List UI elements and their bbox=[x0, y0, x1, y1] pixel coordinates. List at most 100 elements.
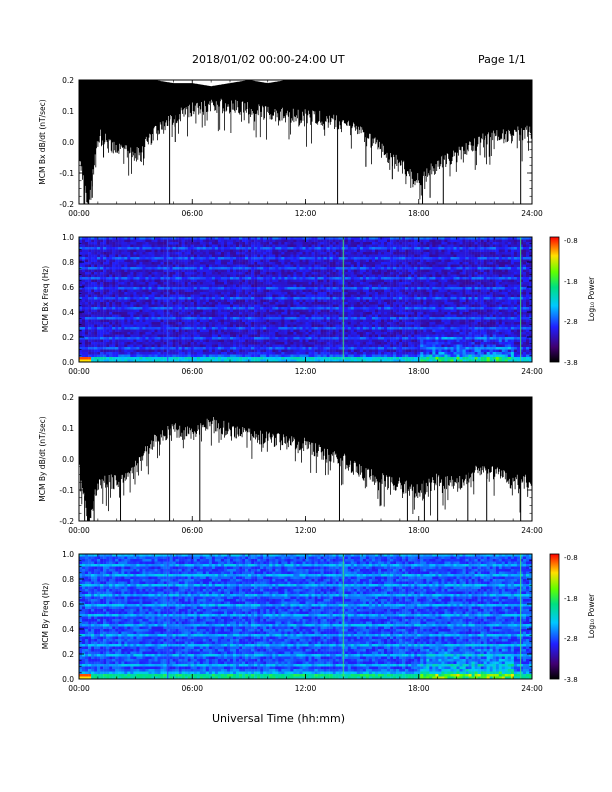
spectrogram-cell bbox=[314, 254, 318, 258]
spectrogram-cell bbox=[199, 324, 204, 328]
spectrogram-cell bbox=[317, 307, 321, 310]
spectrogram-cell bbox=[269, 277, 273, 280]
spectrogram-cell bbox=[278, 297, 282, 300]
spectrogram-cell bbox=[251, 279, 255, 283]
spectrogram-cell bbox=[353, 262, 358, 265]
spectrogram-cell bbox=[97, 249, 101, 253]
spectrogram-cell bbox=[115, 249, 119, 253]
spectrogram-cell bbox=[136, 244, 140, 248]
spectrogram-cell bbox=[127, 274, 131, 278]
spectrogram-cell bbox=[290, 244, 294, 248]
spectrogram-cell bbox=[236, 247, 240, 250]
spectrogram-cell bbox=[211, 244, 216, 248]
spectrogram-cell bbox=[275, 297, 279, 300]
spectrogram-cell bbox=[275, 312, 279, 315]
spectrogram-cell bbox=[275, 267, 279, 270]
spectrogram-cell bbox=[254, 287, 258, 290]
spectrogram-cell bbox=[163, 352, 167, 355]
spectrogram-cell bbox=[236, 309, 240, 313]
spectrogram-cell bbox=[359, 299, 364, 303]
spectrogram-cell bbox=[121, 294, 125, 298]
spectrogram-cell bbox=[220, 254, 225, 258]
spectrogram-cell bbox=[214, 352, 219, 355]
spectrogram-cell bbox=[145, 324, 149, 328]
spectrogram-cell bbox=[332, 297, 336, 300]
spectrogram-cell bbox=[263, 357, 267, 360]
spectrogram-cell bbox=[145, 254, 149, 258]
spectrogram-cell bbox=[136, 259, 140, 263]
spectrogram-cell bbox=[145, 354, 149, 358]
spectrogram-cell bbox=[257, 324, 261, 328]
spectrogram-cell bbox=[88, 267, 92, 270]
spectrogram-cell bbox=[290, 274, 294, 278]
spectrogram-cell bbox=[239, 262, 243, 265]
spectrogram-cell bbox=[317, 262, 321, 265]
spectrogram-cell bbox=[172, 249, 176, 253]
spectrogram-cell bbox=[287, 342, 291, 345]
spectrogram-cell bbox=[208, 304, 213, 308]
spectrogram-cell bbox=[145, 267, 149, 270]
spectrogram-cell bbox=[130, 252, 134, 255]
spectrogram-cell bbox=[245, 357, 249, 360]
spectrogram-cell bbox=[326, 252, 330, 255]
spectrogram-cell bbox=[332, 314, 336, 318]
spectrogram-cell bbox=[217, 322, 222, 325]
spectrogram-cell bbox=[100, 329, 104, 333]
spectrogram-cell bbox=[344, 314, 349, 318]
spectrogram-cell bbox=[344, 292, 349, 295]
spectrogram-cell bbox=[178, 244, 182, 248]
spectrogram-cell bbox=[154, 347, 158, 350]
spectrogram-cell bbox=[142, 252, 146, 255]
spectrogram-cell bbox=[311, 272, 315, 275]
spectrogram-cell bbox=[275, 304, 279, 308]
spectrogram-cell bbox=[103, 257, 107, 260]
spectrogram-cell bbox=[362, 337, 367, 340]
spectrogram-cell bbox=[227, 314, 231, 318]
spectrogram-cell bbox=[220, 312, 225, 315]
spectrogram-cell bbox=[145, 332, 149, 335]
spectrogram-cell bbox=[214, 349, 219, 353]
spectrogram-cell bbox=[329, 249, 333, 253]
spectrogram-cell bbox=[239, 337, 243, 340]
spectrogram-cell bbox=[290, 279, 294, 283]
spectrogram-cell bbox=[148, 339, 152, 343]
spectrogram-cell bbox=[257, 337, 261, 340]
spectrogram-cell bbox=[230, 252, 234, 255]
spectrogram-cell bbox=[82, 239, 86, 243]
spectrogram-cell bbox=[214, 327, 219, 330]
spectrogram-cell bbox=[251, 272, 255, 275]
spectrogram-cell bbox=[254, 267, 258, 270]
spectrogram-cell bbox=[121, 284, 125, 288]
spectrogram-cell bbox=[287, 349, 291, 353]
spectrogram-cell bbox=[296, 247, 300, 250]
spectrogram-cell bbox=[190, 289, 194, 293]
spectrogram-cell bbox=[302, 264, 306, 268]
spectrogram-cell bbox=[335, 279, 339, 283]
spectrogram-cell bbox=[281, 334, 285, 338]
spectrogram-cell bbox=[224, 247, 228, 250]
spectrogram-cell bbox=[202, 287, 207, 290]
spectrogram-cell bbox=[97, 307, 101, 310]
spectrogram-cell bbox=[157, 279, 161, 283]
spectrogram-cell bbox=[205, 329, 210, 333]
spectrogram-cell bbox=[136, 292, 140, 295]
spectrogram-cell bbox=[236, 257, 240, 260]
spectrogram-cell bbox=[305, 304, 309, 308]
spectrogram-cell bbox=[190, 302, 194, 305]
spectrogram-cell bbox=[184, 332, 188, 335]
spectrogram-cell bbox=[320, 309, 324, 313]
spectrogram-cell bbox=[127, 257, 131, 260]
spectrogram-cell bbox=[329, 344, 333, 348]
spectrogram-cell bbox=[239, 284, 243, 288]
spectrogram-cell bbox=[133, 272, 137, 275]
spectrogram-cell bbox=[272, 347, 276, 350]
spectrogram-cell bbox=[169, 274, 173, 278]
spectrogram-cell bbox=[269, 347, 273, 350]
spectrogram-cell bbox=[314, 304, 318, 308]
spectrogram-cell bbox=[317, 317, 321, 320]
spectrogram-cell bbox=[224, 237, 228, 240]
spectrogram-cell bbox=[230, 297, 234, 300]
spectrogram-cell bbox=[272, 292, 276, 295]
spectrogram-cell bbox=[151, 289, 155, 293]
spectrogram-cell bbox=[217, 329, 222, 333]
